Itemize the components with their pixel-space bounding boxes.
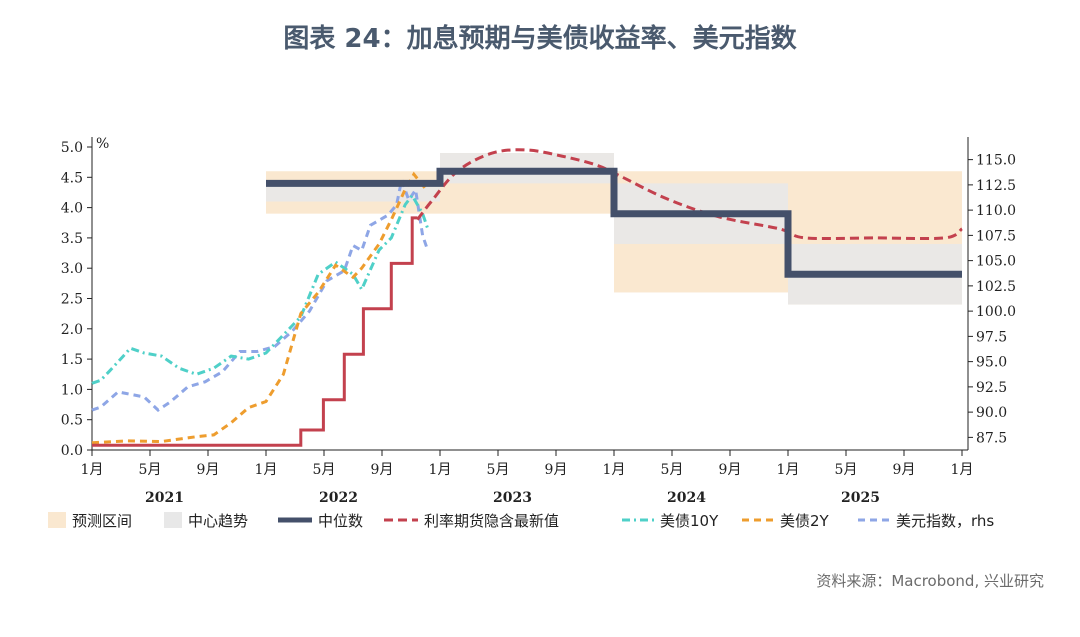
left-tick-label: 3.0	[61, 261, 83, 277]
left-tick-label: 4.0	[61, 201, 83, 217]
year-label: 2022	[319, 490, 358, 506]
x-tick-label: 1月	[777, 462, 800, 478]
x-tick-label: 9月	[371, 462, 394, 478]
series-median	[266, 167, 962, 278]
left-tick-label: 5.0	[61, 140, 83, 156]
x-tick-label: 5月	[487, 462, 510, 478]
right-tick-label: 112.5	[976, 178, 1016, 194]
year-label: 2023	[493, 490, 532, 506]
legend: 预测区间 中心趋势 中位数 利率期货隐含最新值 美债10Y 美债2Y 美元指数，…	[48, 512, 994, 530]
source-note: 资料来源：Macrobond, 兴业研究	[816, 572, 1044, 590]
left-tick-label: 4.5	[61, 170, 83, 186]
right-tick-label: 92.5	[976, 380, 1007, 396]
central-tendency-band-0	[266, 183, 440, 202]
right-tick-label: 97.5	[976, 329, 1007, 345]
right-tick-label: 95.0	[976, 355, 1007, 371]
right-tick-label: 115.0	[976, 153, 1016, 169]
series-fed-funds-actual	[92, 216, 418, 447]
x-tick-label: 5月	[835, 462, 858, 478]
year-label: 2024	[667, 490, 706, 506]
left-tick-label: 1.5	[61, 352, 83, 368]
x-tick-label: 9月	[545, 462, 568, 478]
left-tick-label: 3.5	[61, 231, 83, 247]
series-dxy	[91, 174, 430, 413]
series-ust10y	[91, 192, 430, 385]
x-tick-label: 9月	[893, 462, 916, 478]
x-tick-label: 1月	[81, 462, 104, 478]
chart-title: 图表 24：加息预期与美债收益率、美元指数	[283, 23, 797, 54]
legend-swatch-central-tendency	[164, 512, 182, 528]
x-tick-label: 1月	[429, 462, 452, 478]
x-tick-label: 1月	[255, 462, 278, 478]
left-tick-label: 1.0	[61, 382, 83, 398]
left-tick-label: 2.5	[61, 292, 83, 308]
axes-layer: 0.0 0.5 1.0 1.5 2.0 2.5 3.0 3.5 4.0 4.5 5.0 87.5 90.…	[61, 137, 1016, 506]
left-tick-label: 0.5	[61, 413, 83, 429]
left-tick-label: 2.0	[61, 322, 83, 338]
left-tick-label: 0.0	[61, 443, 83, 459]
right-tick-label: 90.0	[976, 405, 1007, 421]
right-tick-label: 102.5	[976, 279, 1016, 295]
legend-label-central-tendency: 中心趋势	[188, 512, 248, 530]
legend-label-median: 中位数	[318, 512, 363, 530]
right-tick-label: 107.5	[976, 228, 1016, 244]
legend-label-dxy: 美元指数，rhs	[896, 512, 994, 530]
legend-label-forecast-range: 预测区间	[72, 512, 132, 530]
series-fed-funds-futures	[416, 148, 963, 241]
series-ust2y	[91, 171, 428, 445]
left-axis-unit: %	[96, 136, 109, 152]
legend-label-futures: 利率期货隐含最新值	[424, 512, 559, 530]
year-label: 2025	[841, 490, 880, 506]
right-tick-label: 100.0	[976, 304, 1016, 320]
x-tick-label: 5月	[139, 462, 162, 478]
series-layer	[91, 148, 963, 447]
right-tick-label: 110.0	[976, 203, 1016, 219]
legend-label-ust10y: 美债10Y	[660, 512, 719, 530]
right-tick-label: 87.5	[976, 430, 1007, 446]
legend-swatch-forecast-range	[48, 512, 66, 528]
x-tick-label: 5月	[313, 462, 336, 478]
x-tick-label: 9月	[197, 462, 220, 478]
legend-label-ust2y: 美债2Y	[780, 512, 830, 530]
x-tick-label: 9月	[719, 462, 742, 478]
x-tick-label: 5月	[661, 462, 684, 478]
x-tick-label: 1月	[603, 462, 626, 478]
x-tick-label: 1月	[951, 462, 974, 478]
right-tick-label: 105.0	[976, 254, 1016, 270]
year-label: 2021	[145, 490, 184, 506]
